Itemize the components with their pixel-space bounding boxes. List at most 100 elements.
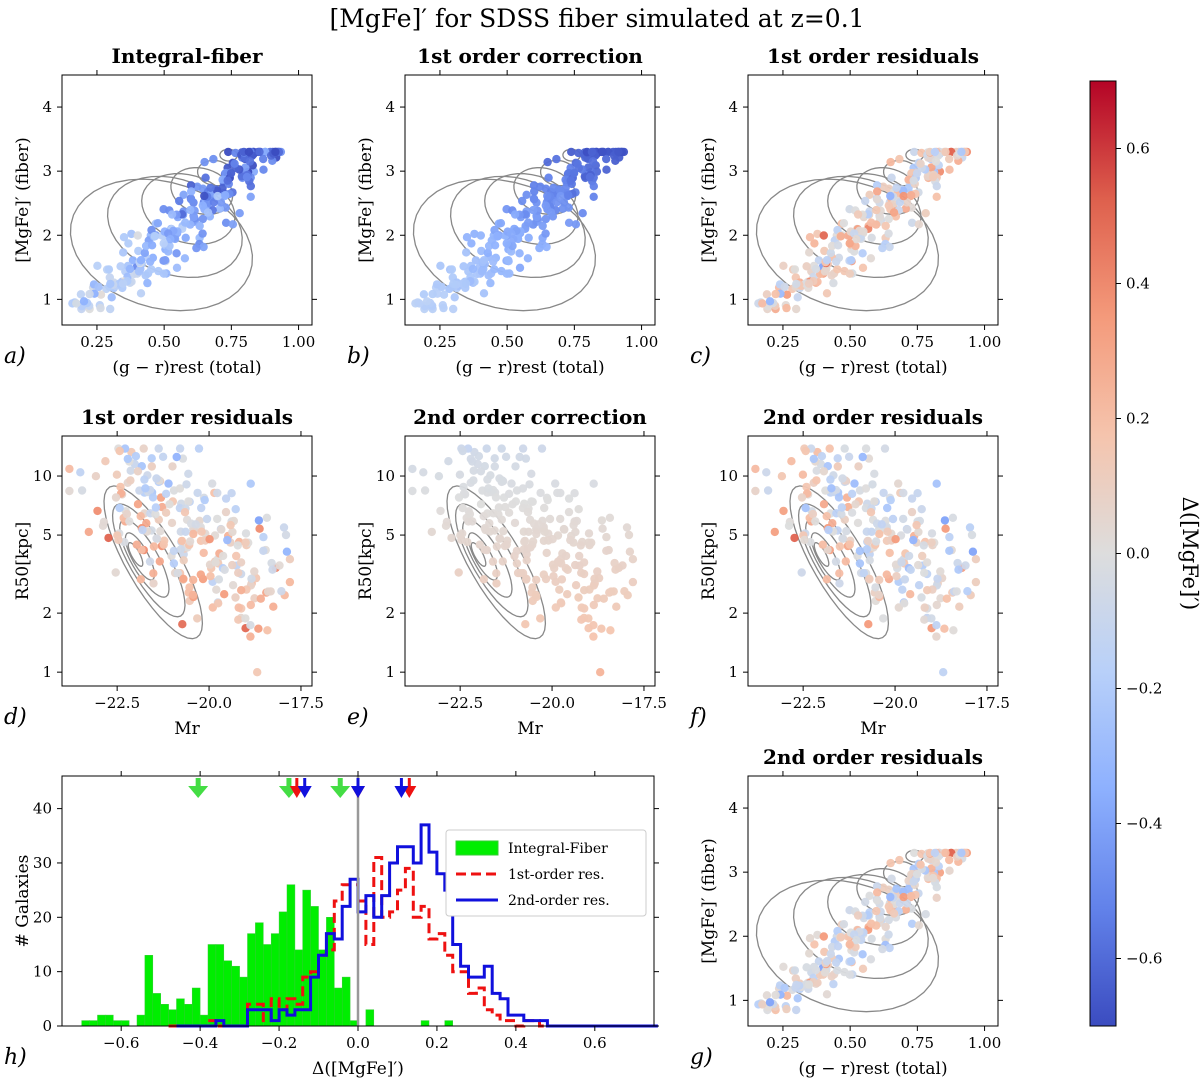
y-tick-label: 1: [728, 663, 738, 681]
scatter-point: [223, 176, 232, 185]
scatter-point: [175, 196, 184, 206]
scatter-point: [213, 488, 222, 498]
scatter-point: [852, 936, 861, 945]
scatter-point: [468, 264, 478, 274]
scatter-point: [474, 452, 484, 461]
colorbar-tick-label: 0.2: [1126, 410, 1150, 428]
scatter-point: [904, 551, 914, 561]
scatter-point: [797, 493, 807, 502]
scatter-point: [139, 444, 148, 453]
panel-c: 1st order residuals c) (g − r)rest (total)…: [690, 44, 1003, 378]
scatter-point: [65, 464, 74, 474]
scatter-point: [469, 466, 478, 475]
scatter-point: [895, 198, 905, 207]
scatter-point: [584, 538, 593, 547]
scatter-point: [867, 919, 876, 928]
scatter-point: [98, 521, 108, 530]
scatter-point: [822, 990, 832, 999]
scatter-point: [874, 590, 884, 599]
scatter-point: [792, 1005, 801, 1015]
scatter-point: [822, 289, 832, 298]
scatter-point: [136, 575, 145, 584]
scatter-point: [140, 248, 149, 258]
scatter-point: [793, 293, 802, 302]
hist-bar-integral-fiber: [231, 965, 240, 1027]
arrow-head: [297, 786, 312, 798]
scatter-point: [751, 486, 760, 496]
scatter-point: [894, 479, 903, 488]
scatter-point: [560, 525, 569, 534]
scatter-point: [263, 626, 272, 635]
scatter-point: [147, 462, 156, 471]
scatter-point: [209, 198, 219, 207]
x-axis-label: (g − r)rest (total): [798, 358, 947, 378]
scatter-point: [805, 233, 815, 242]
y-axis-label: [MgFe]′ (fiber): [699, 838, 719, 963]
scatter-point: [522, 556, 531, 565]
scatter-point: [133, 467, 143, 476]
scatter-point: [832, 257, 841, 266]
y-tick-label: 2: [728, 927, 738, 945]
scatter-point: [589, 632, 598, 641]
scatter-point: [762, 991, 772, 1000]
scatter-point: [858, 249, 867, 258]
scatter-point: [865, 190, 874, 199]
scatter-point: [833, 265, 842, 274]
scatter-point: [198, 214, 207, 224]
scatter-point: [200, 157, 209, 167]
scatter-point: [569, 169, 579, 178]
scatter-point: [147, 454, 156, 463]
scatter-point: [577, 603, 586, 612]
scatter-point: [241, 529, 251, 538]
scatter-point: [840, 444, 849, 453]
scatter-point: [267, 558, 276, 568]
scatter-point: [884, 930, 893, 939]
scatter-point: [439, 303, 448, 313]
scatter-point: [589, 479, 598, 488]
scatter-point: [221, 494, 231, 503]
hist-bar-integral-fiber: [97, 1014, 106, 1027]
scatter-point: [212, 585, 221, 594]
scatter-point: [867, 233, 876, 242]
scatter-point: [494, 510, 503, 519]
scatter-point: [179, 556, 188, 565]
y-tick-label: 0: [42, 1017, 52, 1035]
colorbar-tick-label: −0.2: [1126, 680, 1162, 698]
scatter-point: [542, 548, 551, 558]
scatter-point: [566, 535, 575, 545]
scatter-point: [228, 527, 237, 537]
scatter-point: [507, 479, 516, 488]
scatter-point: [96, 290, 106, 299]
y-axis-label: R50[kpc]: [356, 522, 376, 600]
scatter-point: [826, 475, 835, 484]
scatter-point: [502, 269, 511, 278]
scatter-point: [254, 516, 264, 525]
scatter-point: [479, 289, 489, 298]
scatter-point: [189, 575, 198, 585]
scatter-point: [879, 614, 888, 623]
scatter-point: [914, 220, 924, 229]
panel-b: 1st order correction b) (g − r)rest (total…: [347, 44, 660, 378]
scatter-point: [527, 497, 536, 506]
scatter-point: [408, 486, 417, 496]
scatter-point: [873, 187, 882, 196]
scatter-point: [77, 486, 87, 495]
scatter-point: [602, 154, 611, 164]
y-tick-label: 4: [728, 799, 738, 817]
scatter-point: [945, 546, 954, 555]
scatter-point: [825, 444, 834, 453]
scatter-point: [181, 218, 190, 227]
colorbar-tick-label: 0.0: [1126, 545, 1150, 563]
scatter-point: [213, 514, 222, 524]
scatter-point: [151, 503, 161, 512]
scatter-point: [899, 488, 908, 498]
scatter-point: [812, 476, 821, 485]
scatter-point: [811, 264, 821, 274]
scatter-point: [884, 214, 893, 224]
scatter-point: [919, 541, 928, 550]
scatter-point: [175, 484, 185, 493]
scatter-point: [79, 297, 89, 306]
scatter-point: [782, 303, 791, 313]
scatter-point: [918, 551, 927, 561]
scatter-point: [852, 235, 861, 244]
